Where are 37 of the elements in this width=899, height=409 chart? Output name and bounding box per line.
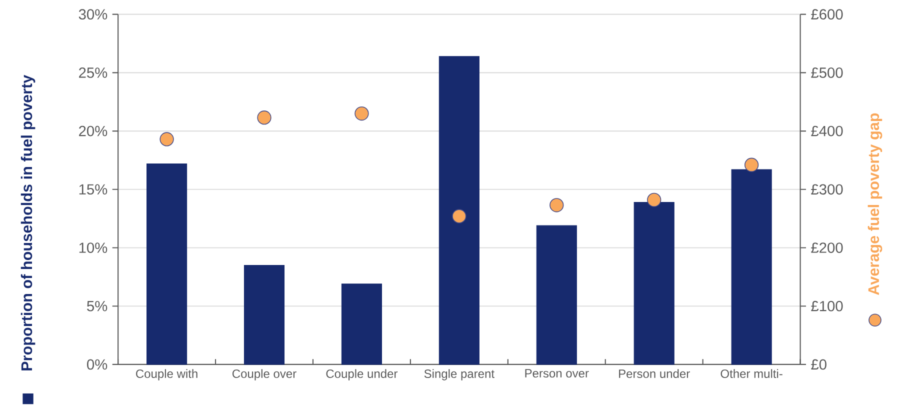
point <box>647 192 662 207</box>
point <box>354 106 369 120</box>
y2-tick-label: £200 <box>811 242 843 253</box>
bar <box>341 283 382 364</box>
point <box>452 208 466 224</box>
x-tick-label: Couple with <box>136 368 198 380</box>
point <box>744 158 759 172</box>
y-tick-label: 15% <box>79 184 108 194</box>
point <box>550 198 564 212</box>
text: Proportion of households in fuel poverty <box>20 74 36 370</box>
y-tick-label: 10% <box>79 242 108 253</box>
y2-tick-label: £400 <box>811 126 843 136</box>
bar <box>536 225 577 364</box>
bar <box>634 202 674 364</box>
point <box>160 132 174 146</box>
bar <box>244 264 285 364</box>
text: Average fuel poverty gap <box>868 113 882 295</box>
bar <box>146 163 188 364</box>
y2-tick-label: £0 <box>811 359 826 370</box>
x-tick-label: Single parent <box>424 368 494 380</box>
y-tick-label: 30% <box>78 8 108 20</box>
y2-tick-label: £100 <box>811 300 843 312</box>
x-tick-label: Person under <box>619 368 690 378</box>
y2-tick-label: £300 <box>811 184 843 194</box>
y2-tick-label: £600 <box>811 8 843 20</box>
x-tick-label: Couple over <box>232 368 296 380</box>
y-tick-label: 5% <box>87 300 108 312</box>
x-tick-label: Person over <box>525 368 589 378</box>
x-tick-label: Couple under <box>326 368 398 380</box>
y-tick-label: 0% <box>87 359 108 370</box>
y-tick-label: 20% <box>79 126 108 136</box>
bar <box>731 169 772 364</box>
y2-tick-label: £500 <box>811 67 843 78</box>
x-tick-label: Other multi- <box>720 368 782 378</box>
bar <box>438 56 480 364</box>
point <box>257 110 272 124</box>
y-tick-label: 25% <box>79 67 108 78</box>
